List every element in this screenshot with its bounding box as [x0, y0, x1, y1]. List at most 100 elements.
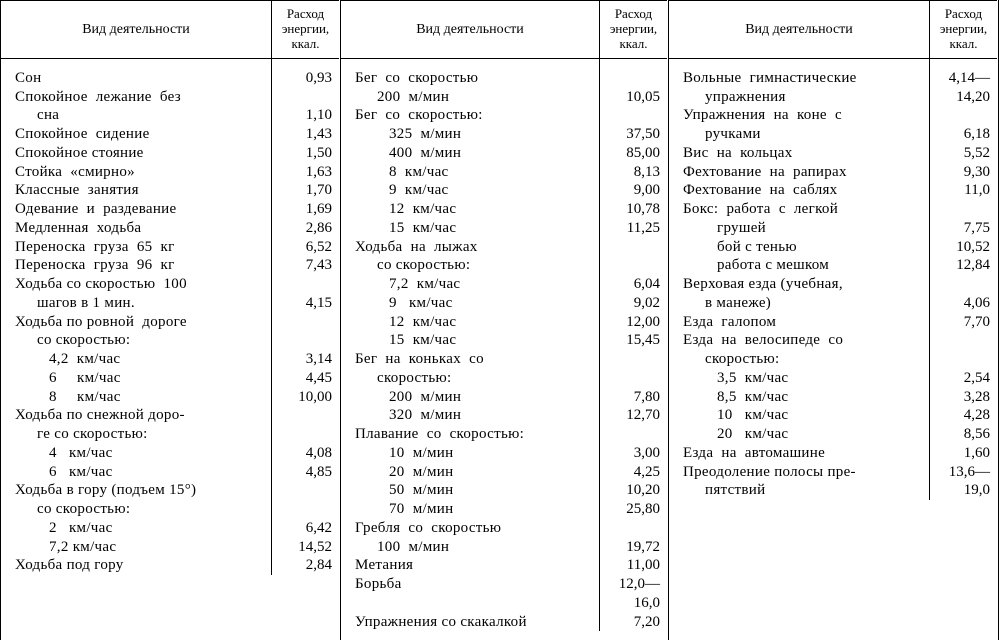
energy-value: 4,08: [271, 444, 340, 463]
energy-value: [599, 106, 668, 125]
energy-value: [929, 331, 998, 350]
table-block-2: Вид деятельности Расход энергии, ккал. Б…: [340, 0, 668, 640]
energy-value: [271, 88, 340, 107]
energy-value: 6,04: [599, 275, 668, 294]
energy-value: 11,25: [599, 219, 668, 238]
energy-value: [599, 350, 668, 369]
activity-label: Бег на коньках со: [341, 350, 599, 369]
energy-value: 3,14: [271, 350, 340, 369]
energy-value: 7,70: [929, 313, 998, 332]
header-value: Расход энергии, ккал.: [271, 0, 339, 59]
energy-value: 4,85: [271, 463, 340, 482]
energy-expenditure-table: Вид деятельности Расход энергии, ккал. С…: [0, 0, 999, 640]
energy-value: 15,45: [599, 331, 668, 350]
activity-label: 200 м/мин: [341, 88, 599, 107]
energy-value: [271, 313, 340, 332]
energy-value: [271, 331, 340, 350]
activity-label: Езда на автомашине: [669, 444, 929, 463]
energy-value: [929, 106, 998, 125]
energy-value: 7,80: [599, 388, 668, 407]
energy-value: 3,00: [599, 444, 668, 463]
activity-label: Ходьба по снежной доро-: [1, 406, 271, 425]
activity-label: Бокс: работа с легкой: [669, 200, 929, 219]
header-activity: Вид деятельности: [1, 0, 271, 59]
activity-label: в манеже): [669, 294, 929, 313]
activity-label: Бег со скоростью: [341, 69, 599, 88]
activity-label: 3,5 км/час: [669, 369, 929, 388]
activity-label: 2 км/час: [1, 519, 271, 538]
energy-value: [599, 256, 668, 275]
activity-label: пятствий: [669, 481, 929, 500]
activity-label: 12 км/час: [341, 313, 599, 332]
activity-label: 320 м/мин: [341, 406, 599, 425]
activity-label: ге со скоростью:: [1, 425, 271, 444]
energy-value: [271, 275, 340, 294]
energy-value: 4,14—: [929, 69, 998, 88]
energy-value: 6,52: [271, 238, 340, 257]
activity-label: Классные занятия: [1, 181, 271, 200]
energy-value: 4,25: [599, 463, 668, 482]
energy-value: 3,28: [929, 388, 998, 407]
energy-value: 10,05: [599, 88, 668, 107]
activity-label: бой с тенью: [669, 238, 929, 257]
energy-value: 9,30: [929, 163, 998, 182]
energy-value: [929, 200, 998, 219]
energy-value: 1,70: [271, 181, 340, 200]
energy-value: 9,02: [599, 294, 668, 313]
activity-label: Ходьба на лыжах: [341, 238, 599, 257]
activity-label: Гребля со скоростью: [341, 519, 599, 538]
activity-label: работа с мешком: [669, 256, 929, 275]
energy-value: 12,84: [929, 256, 998, 275]
header-activity: Вид деятельности: [341, 0, 599, 59]
activity-label: 325 м/мин: [341, 125, 599, 144]
activity-label: 70 м/мин: [341, 500, 599, 519]
energy-value: 1,69: [271, 200, 340, 219]
activity-label: упражнения: [669, 88, 929, 107]
activity-label: Фехтование на рапирах: [669, 163, 929, 182]
activity-label: 12 км/час: [341, 200, 599, 219]
activity-label: 8 км/час: [1, 388, 271, 407]
activity-label: 200 м/мин: [341, 388, 599, 407]
activity-label: Медленная ходьба: [1, 219, 271, 238]
activity-label: скоростью:: [341, 369, 599, 388]
energy-value: 14,20: [929, 88, 998, 107]
energy-value: 12,70: [599, 406, 668, 425]
energy-value: 10,00: [271, 388, 340, 407]
activity-label: Фехтование на саблях: [669, 181, 929, 200]
activity-label: Спокойное стояние: [1, 144, 271, 163]
energy-value: [271, 500, 340, 519]
activity-label: 9 км/час: [341, 181, 599, 200]
activity-label: Вольные гимнастические: [669, 69, 929, 88]
table-block-1: Вид деятельности Расход энергии, ккал. С…: [0, 0, 340, 640]
activity-label: со скоростью:: [1, 500, 271, 519]
energy-value: 6,18: [929, 125, 998, 144]
energy-value: 37,50: [599, 125, 668, 144]
energy-value: [929, 275, 998, 294]
energy-value: 4,06: [929, 294, 998, 313]
energy-value: 1,50: [271, 144, 340, 163]
energy-value: [599, 369, 668, 388]
activity-label: Езда галопом: [669, 313, 929, 332]
energy-value: 4,28: [929, 406, 998, 425]
activity-label: Бег со скоростью:: [341, 106, 599, 125]
activity-label: 6 км/час: [1, 463, 271, 482]
energy-value: 10,78: [599, 200, 668, 219]
energy-value: 1,10: [271, 106, 340, 125]
activity-label: Спокойное сидение: [1, 125, 271, 144]
activity-label: Сон: [1, 69, 271, 88]
activity-label: 15 км/час: [341, 219, 599, 238]
energy-value: 7,75: [929, 219, 998, 238]
activity-label: 6 км/час: [1, 369, 271, 388]
energy-value: 1,60: [929, 444, 998, 463]
energy-value: 9,00: [599, 181, 668, 200]
activity-label: грушей: [669, 219, 929, 238]
energy-value: 4,15: [271, 294, 340, 313]
activity-label: 7,2 км/час: [1, 538, 271, 557]
activity-label: 4,2 км/час: [1, 350, 271, 369]
energy-value: [929, 350, 998, 369]
activity-label: Ходьба по ровной дороге: [1, 313, 271, 332]
activity-label: Метания: [341, 556, 599, 575]
activity-label: Спокойное лежание без: [1, 88, 271, 107]
activity-label: 20 м/мин: [341, 463, 599, 482]
energy-value: [599, 425, 668, 444]
